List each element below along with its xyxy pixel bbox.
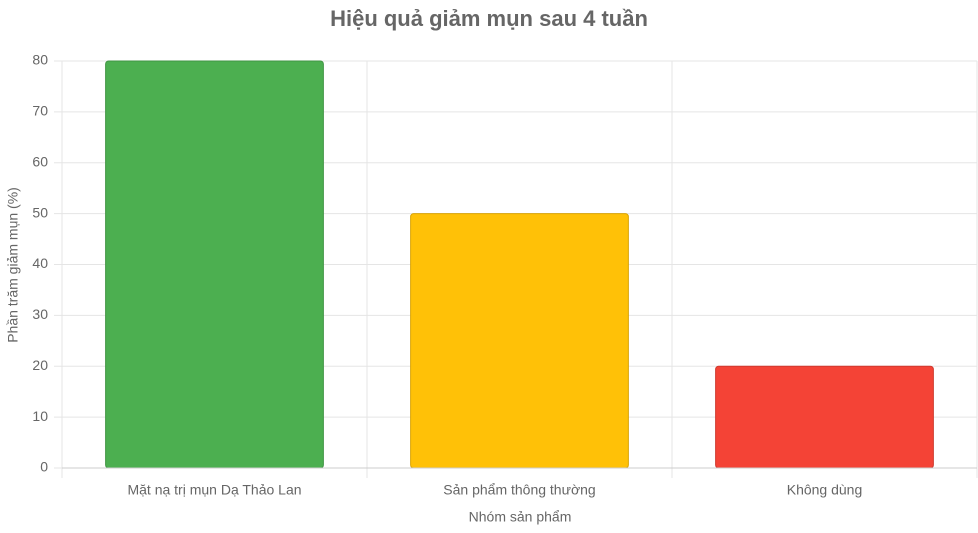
- x-axis-title: Nhóm sản phẩm: [469, 509, 572, 525]
- chart-title: Hiệu quả giảm mụn sau 4 tuần: [330, 6, 648, 31]
- x-tick-label: Sản phẩm thông thường: [443, 482, 595, 498]
- bar: [410, 213, 629, 469]
- x-tick-label: Không dùng: [787, 482, 863, 498]
- y-tick-label: 30: [32, 306, 48, 322]
- bar: [715, 365, 934, 469]
- y-tick-label: 10: [32, 408, 48, 424]
- y-tick-label: 50: [32, 204, 48, 220]
- x-tick-label: Mặt nạ trị mụn Dạ Thảo Lan: [127, 482, 301, 498]
- y-axis-title: Phần trăm giảm mụn (%): [5, 187, 21, 343]
- y-tick-label: 40: [32, 255, 48, 271]
- y-tick-label: 20: [32, 357, 48, 373]
- y-tick-label: 80: [32, 52, 48, 68]
- y-tick-label: 0: [40, 459, 48, 475]
- y-tick-label: 70: [32, 103, 48, 119]
- bar: [105, 60, 324, 469]
- y-tick-label: 60: [32, 153, 48, 169]
